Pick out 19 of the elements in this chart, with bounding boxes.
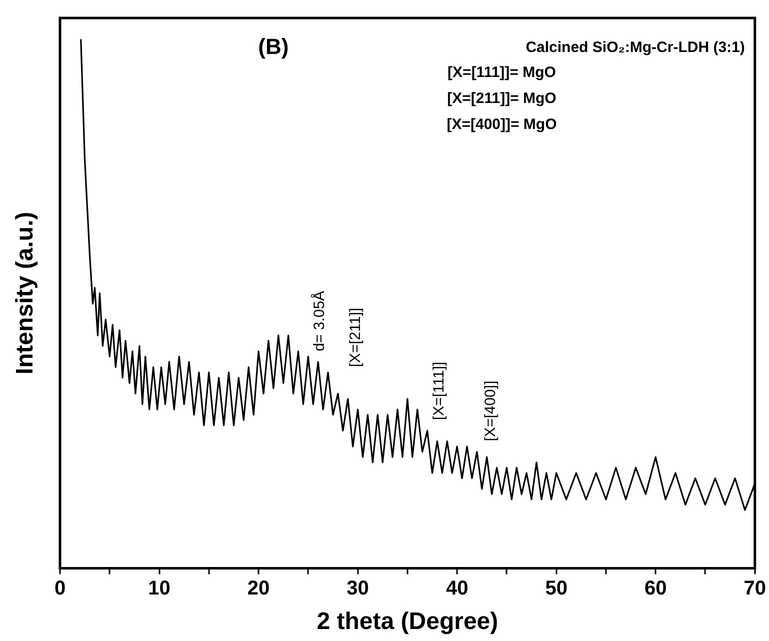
x-tick-label: 10 [148,578,170,600]
annotation: d= 3.05Å [310,290,328,352]
x-tick-label: 40 [446,578,468,600]
annotation: [X=[400]]= MgO [446,116,558,134]
annotation: [X=[400]] [482,380,499,442]
y-axis-title: Intensity (a.u.) [12,212,39,374]
x-tick-label: 70 [744,578,766,600]
chart-title: Calcined SiO₂:Mg-Cr-LDH (3:1) [526,39,745,56]
annotation: [X=[111]] [430,362,448,420]
x-tick-label: 60 [644,578,667,600]
annotation: (B) [258,34,289,60]
x-axis-title: 2 theta (Degree) [316,608,498,636]
annotation: [X=[111]]= MgO [448,64,556,82]
x-tick-label: 50 [545,578,568,600]
annotation: [X=[211]]= MgO [447,90,557,108]
x-tick-label: 20 [247,578,270,600]
x-tick-label: 0 [54,578,66,600]
x-tick-label: 30 [346,578,369,600]
annotation: [X=[211]] [346,308,364,368]
